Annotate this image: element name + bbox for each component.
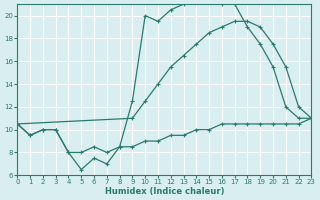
X-axis label: Humidex (Indice chaleur): Humidex (Indice chaleur) [105,187,224,196]
